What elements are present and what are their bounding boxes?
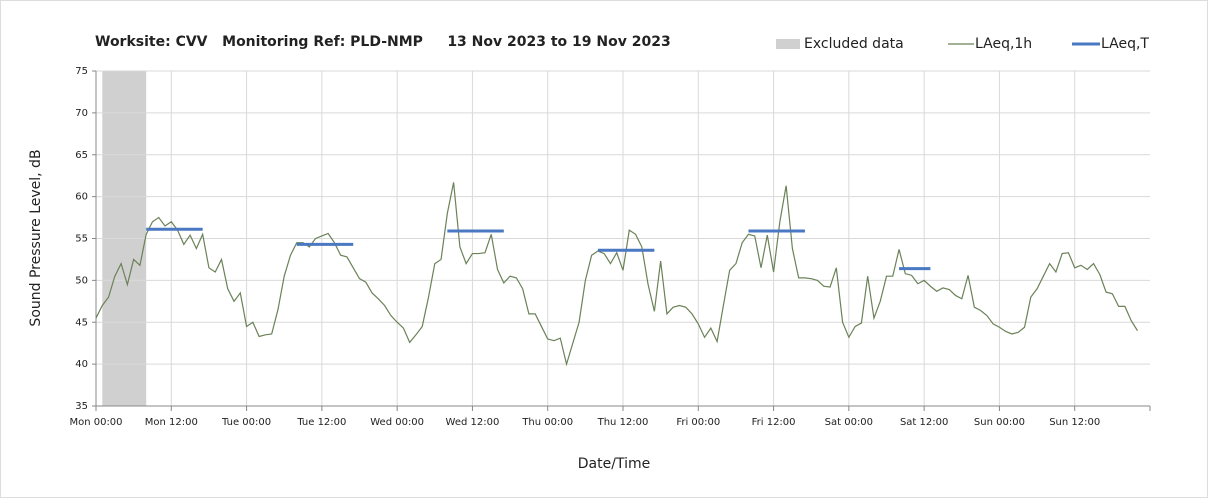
x-tick-label: Sat 12:00 — [900, 417, 948, 428]
y-tick-label: 35 — [75, 401, 88, 412]
x-tick-label: Thu 12:00 — [597, 417, 649, 428]
x-tick-label: Sun 12:00 — [1049, 417, 1100, 428]
x-tick-label: Wed 00:00 — [370, 417, 424, 428]
x-tick-label: Thu 00:00 — [521, 417, 573, 428]
y-tick-label: 50 — [75, 275, 88, 286]
y-tick-label: 60 — [75, 192, 88, 203]
x-tick-label: Tue 00:00 — [221, 417, 271, 428]
legend-label: LAeq,1h — [975, 36, 1032, 52]
laeq-1h-line — [95, 182, 1138, 367]
y-tick-label: 40 — [75, 359, 88, 370]
y-tick-label: 75 — [75, 66, 88, 77]
legend-swatch — [776, 39, 800, 49]
x-axis-label: Date/Time — [578, 456, 650, 472]
chart-title: Worksite: CVV Monitoring Ref: PLD-NMP 13… — [95, 34, 671, 50]
x-tick-label: Sat 00:00 — [825, 417, 873, 428]
x-tick-label: Fri 12:00 — [752, 417, 796, 428]
y-tick-label: 70 — [75, 108, 88, 119]
legend-label: Excluded data — [804, 36, 904, 52]
y-tick-label: 55 — [75, 234, 88, 245]
x-tick-label: Mon 00:00 — [69, 417, 122, 428]
x-tick-label: Sun 00:00 — [974, 417, 1025, 428]
legend-label: LAeq,T — [1101, 36, 1149, 52]
y-axis-label: Sound Pressure Level, dB — [28, 149, 44, 326]
x-tick-label: Fri 00:00 — [676, 417, 720, 428]
x-tick-label: Wed 12:00 — [446, 417, 500, 428]
x-tick-label: Mon 12:00 — [145, 417, 198, 428]
y-tick-label: 65 — [75, 150, 88, 161]
x-tick-label: Tue 12:00 — [296, 417, 346, 428]
y-tick-label: 45 — [75, 317, 88, 328]
